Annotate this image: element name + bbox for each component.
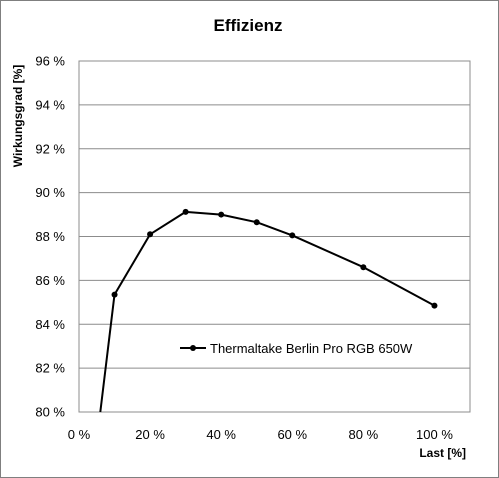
y-tick-label: 88 % — [35, 229, 65, 244]
data-point — [431, 302, 438, 309]
data-point — [147, 231, 154, 238]
y-tick-label: 96 % — [35, 54, 65, 69]
x-axis-label: Last [%] — [419, 446, 466, 460]
axes — [78, 60, 471, 413]
legend-entry: Thermaltake Berlin Pro RGB 650W — [210, 341, 413, 356]
x-tick-labels: 0 % 20 % 40 % 60 % 80 % 100 % — [68, 427, 454, 442]
data-point — [182, 208, 189, 215]
data-point — [253, 219, 260, 226]
x-tick-label: 20 % — [135, 427, 165, 442]
data-point — [360, 264, 367, 271]
y-tick-label: 92 % — [35, 141, 65, 156]
x-tick-label: 40 % — [206, 427, 236, 442]
data-point — [111, 291, 118, 298]
y-tick-label: 90 % — [35, 185, 65, 200]
x-tick-label: 100 % — [416, 427, 453, 442]
series-line — [99, 210, 435, 413]
grid-lines — [79, 60, 470, 413]
y-axis-label: Wirkungsgrad [%] — [11, 65, 25, 168]
data-point — [289, 232, 296, 239]
y-tick-label: 84 % — [35, 317, 65, 332]
y-tick-labels: 80 % 82 % 84 % 86 % 88 % 90 % 92 % 94 % 96 % — [35, 54, 65, 420]
series-group — [99, 208, 438, 413]
data-point — [218, 211, 225, 218]
x-tick-label: 80 % — [349, 427, 379, 442]
chart-title: Effizienz — [214, 16, 283, 35]
plot-area-border — [78, 60, 471, 413]
y-tick-label: 94 % — [35, 97, 65, 112]
y-tick-label: 86 % — [35, 273, 65, 288]
x-tick-label: 60 % — [277, 427, 307, 442]
x-tick-label: 0 % — [68, 427, 91, 442]
legend-point-marker — [190, 345, 196, 351]
legend: Thermaltake Berlin Pro RGB 650W — [180, 341, 413, 356]
y-tick-label: 82 % — [35, 361, 65, 376]
y-tick-label: 80 % — [35, 405, 65, 420]
